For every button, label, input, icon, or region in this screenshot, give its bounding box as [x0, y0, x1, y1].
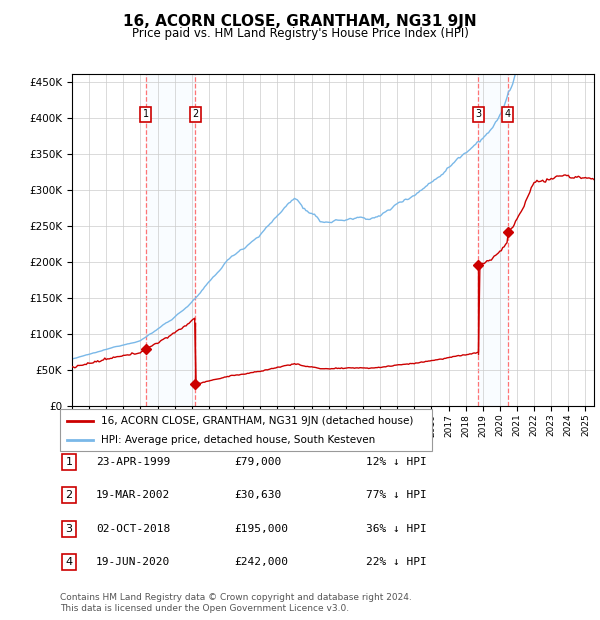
Text: Price paid vs. HM Land Registry's House Price Index (HPI): Price paid vs. HM Land Registry's House … [131, 27, 469, 40]
Text: 1: 1 [65, 457, 73, 467]
Bar [478, 74, 508, 406]
Text: 19-JUN-2020: 19-JUN-2020 [96, 557, 170, 567]
Text: Contains HM Land Registry data © Crown copyright and database right 2024.
This d: Contains HM Land Registry data © Crown c… [60, 593, 412, 613]
Text: 19-MAR-2002: 19-MAR-2002 [96, 490, 170, 500]
Text: 4: 4 [65, 557, 73, 567]
Text: 22% ↓ HPI: 22% ↓ HPI [366, 557, 427, 567]
Text: 02-OCT-2018: 02-OCT-2018 [96, 524, 170, 534]
Text: 16, ACORN CLOSE, GRANTHAM, NG31 9JN (detached house): 16, ACORN CLOSE, GRANTHAM, NG31 9JN (det… [101, 415, 413, 425]
Bar [146, 74, 196, 406]
Text: HPI: Average price, detached house, South Kesteven: HPI: Average price, detached house, Sout… [101, 435, 375, 445]
Text: 23-APR-1999: 23-APR-1999 [96, 457, 170, 467]
Text: 1: 1 [143, 109, 149, 119]
Text: 12% ↓ HPI: 12% ↓ HPI [366, 457, 427, 467]
Text: 3: 3 [475, 109, 482, 119]
Text: 16, ACORN CLOSE, GRANTHAM, NG31 9JN: 16, ACORN CLOSE, GRANTHAM, NG31 9JN [123, 14, 477, 29]
Text: 36% ↓ HPI: 36% ↓ HPI [366, 524, 427, 534]
Text: £195,000: £195,000 [234, 524, 288, 534]
Text: 4: 4 [505, 109, 511, 119]
Text: £242,000: £242,000 [234, 557, 288, 567]
Text: 3: 3 [65, 524, 73, 534]
Text: 2: 2 [65, 490, 73, 500]
Text: 2: 2 [192, 109, 199, 119]
Text: £30,630: £30,630 [234, 490, 281, 500]
Text: 77% ↓ HPI: 77% ↓ HPI [366, 490, 427, 500]
Text: £79,000: £79,000 [234, 457, 281, 467]
